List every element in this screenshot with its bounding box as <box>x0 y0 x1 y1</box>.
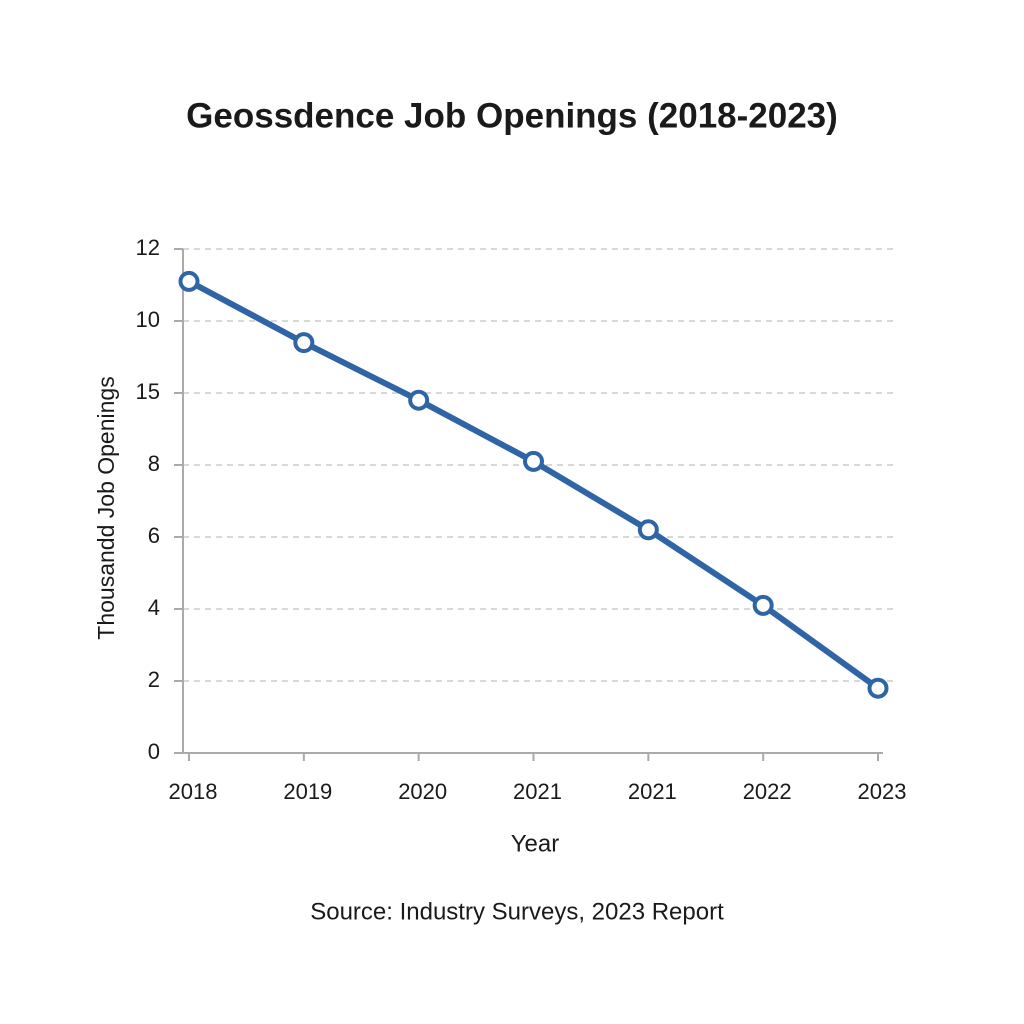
data-point <box>408 389 430 411</box>
data-point <box>752 594 774 616</box>
x-tick-label: 2022 <box>743 779 792 804</box>
y-tick-label: 15 <box>136 379 160 404</box>
x-tick-label: 2021 <box>628 779 677 804</box>
x-tick-label: 2020 <box>398 779 447 804</box>
y-axis-label: Thousandd Job Openings <box>93 376 119 639</box>
y-tick-label: 8 <box>148 451 160 476</box>
chart-title: Geossdence Job Openings (2018-2023) <box>186 96 838 135</box>
data-point <box>178 270 200 292</box>
x-axis-label: Year <box>511 830 560 857</box>
y-tick-label: 4 <box>148 595 160 620</box>
data-point <box>293 332 315 354</box>
source-note: Source: Industry Surveys, 2023 Report <box>310 898 724 925</box>
y-tick-label: 10 <box>136 307 160 332</box>
y-tick-label: 2 <box>148 667 160 692</box>
x-tick-label: 2021 <box>513 779 562 804</box>
x-tick-label: 2018 <box>169 779 218 804</box>
x-tick-label: 2019 <box>283 779 332 804</box>
data-point <box>867 677 889 699</box>
data-point <box>523 450 544 472</box>
y-tick-label: 12 <box>136 235 160 260</box>
y-tick-label: 6 <box>148 523 160 548</box>
y-tick-label: 0 <box>148 739 160 764</box>
data-point <box>637 519 659 541</box>
x-tick-label: 2023 <box>858 779 907 804</box>
